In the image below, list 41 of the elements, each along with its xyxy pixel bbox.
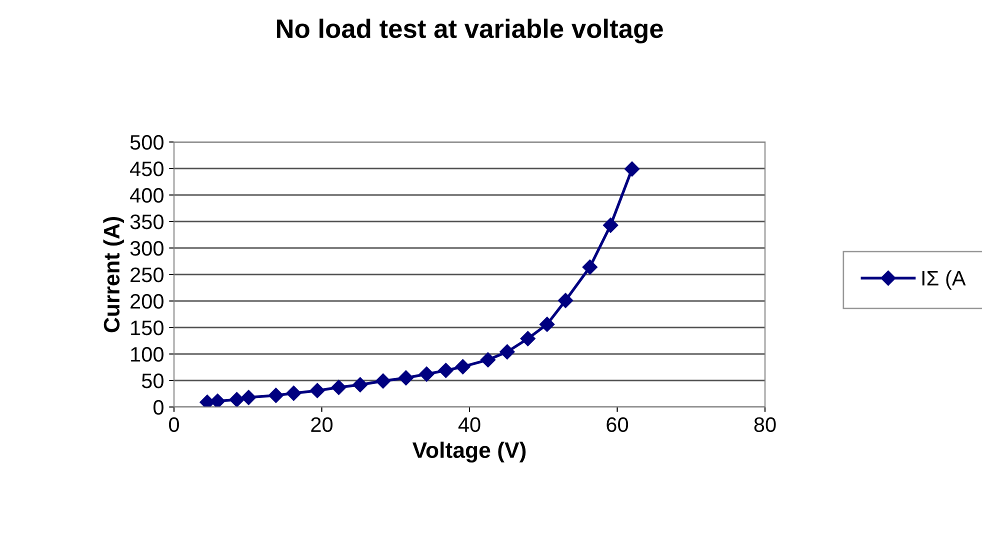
point	[558, 292, 574, 308]
x-tick-label: 80	[754, 417, 776, 432]
y-tick-label: 0	[154, 400, 164, 415]
legend-label: IΣ (A	[922, 270, 966, 290]
y-tick-label: 200	[130, 294, 164, 309]
point	[455, 359, 470, 374]
point	[286, 386, 302, 401]
y-tick-label: 450	[130, 162, 164, 176]
y-tick-label: 300	[130, 241, 164, 256]
x-axis-title: Voltage (V)	[412, 442, 526, 463]
point	[624, 161, 640, 177]
point	[210, 394, 226, 407]
y-tick-label: 50	[142, 374, 164, 388]
y-axis-title: Current (A)	[103, 216, 124, 332]
point	[375, 373, 391, 389]
point	[603, 218, 618, 233]
point	[352, 377, 368, 392]
y-tick-label: 350	[130, 214, 164, 230]
point	[500, 344, 515, 360]
y-tick-label: 400	[130, 188, 164, 203]
point	[520, 331, 536, 346]
point	[582, 260, 598, 275]
point	[398, 370, 414, 386]
point	[268, 388, 284, 403]
point	[419, 366, 434, 382]
x-tick-label: 60	[606, 417, 628, 432]
x-tick-label: 20	[311, 417, 333, 432]
point	[310, 383, 325, 398]
y-tick-label: 150	[131, 320, 164, 336]
chart-title: No load test at variable voltage	[276, 18, 663, 44]
y-tick-label: 500	[130, 135, 164, 150]
y-tick-label: 250	[130, 268, 164, 282]
point	[540, 316, 555, 332]
point	[331, 380, 346, 395]
point	[480, 352, 496, 368]
y-tick-label: 100	[131, 347, 164, 362]
point	[229, 392, 244, 407]
point	[241, 390, 256, 406]
x-tick-label: 0	[169, 417, 179, 432]
x-tick-label: 40	[458, 417, 480, 432]
point	[438, 362, 454, 378]
